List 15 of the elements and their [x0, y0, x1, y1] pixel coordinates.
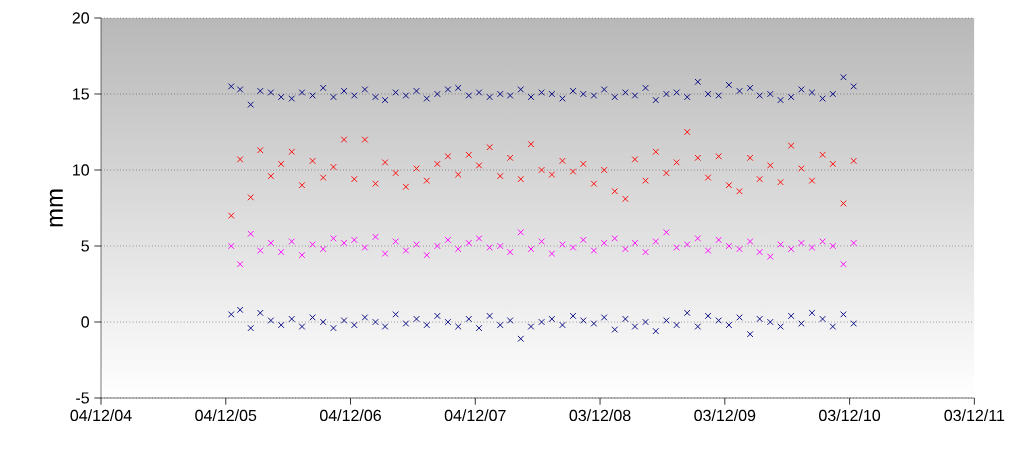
y-axis-title: mm [49, 189, 63, 227]
y-tick-label: 20 [72, 12, 90, 24]
x-tick-label: 04/12/04 [70, 409, 132, 422]
x-tick-label: 03/12/09 [694, 409, 756, 422]
x-tick-label: 04/12/07 [444, 409, 506, 422]
x-tick-label: 04/12/05 [195, 409, 257, 422]
x-tick-label: 03/12/08 [569, 409, 631, 422]
y-tick-label: 5 [81, 240, 89, 252]
x-tick-label: 04/12/06 [320, 409, 381, 422]
y-tick-label: -5 [76, 392, 89, 404]
y-tick-label: 15 [73, 88, 89, 100]
x-tick-label: 03/12/11 [944, 409, 1005, 422]
y-tick-label: 10 [73, 164, 90, 176]
y-tick-label: 0 [81, 316, 90, 328]
x-tick-label: 03/12/10 [819, 409, 881, 422]
